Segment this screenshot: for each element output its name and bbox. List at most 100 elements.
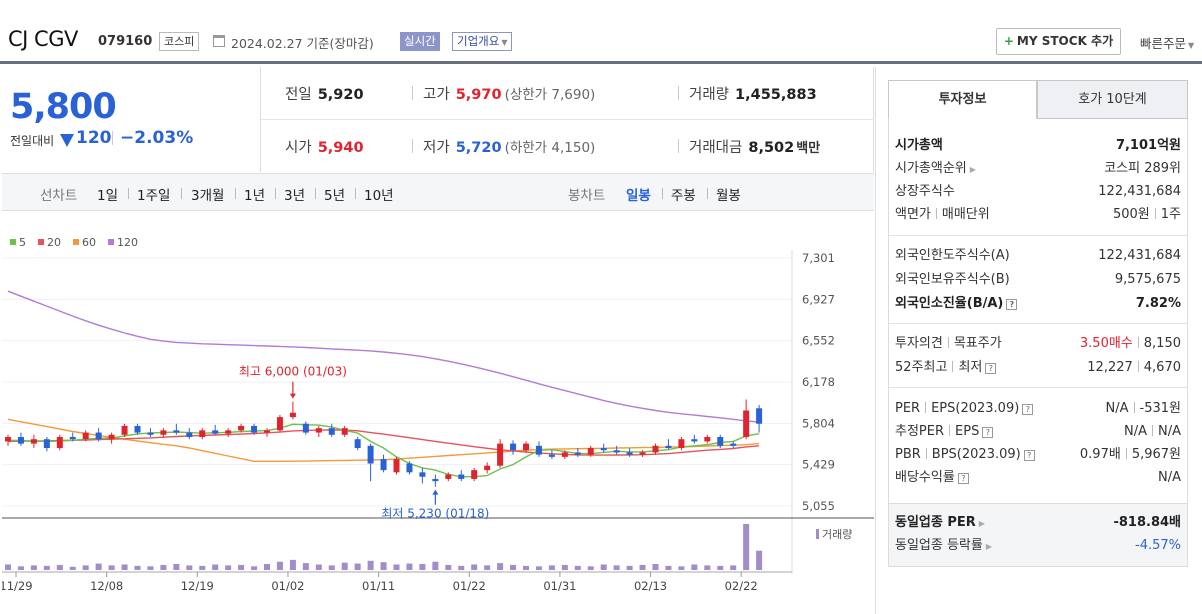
face-value-a: 500원: [1112, 207, 1150, 222]
market-cap-value: 7,101억원: [1115, 138, 1181, 153]
candle-body: [756, 408, 763, 424]
candle-body: [212, 430, 219, 434]
w52-value-b: 4,670: [1143, 360, 1181, 375]
arrow-right-icon: ▶: [978, 519, 985, 528]
est-per-label: 추정PER EPS?: [895, 421, 994, 443]
help-icon[interactable]: ?: [1023, 450, 1035, 461]
x-tick-label: 12/08: [90, 579, 123, 593]
volume-bar: [756, 550, 763, 570]
quick-order-dropdown[interactable]: 빠른주문 ▼: [1140, 33, 1194, 52]
period-5year[interactable]: 5년: [324, 188, 346, 204]
upper-limit: (상한가 7,690): [504, 87, 596, 103]
candle-body: [121, 425, 128, 435]
trade-value-label: 거래대금: [689, 140, 743, 156]
volume-bar: [510, 564, 517, 570]
company-overview-dropdown[interactable]: 기업개요 ▼: [452, 32, 513, 51]
row-pbr: PBR BPS(2023.09)? 0.97배 5,967원: [895, 444, 1181, 466]
trade-value: 거래대금 8,502 백만: [689, 136, 820, 157]
open-value: 5,940: [317, 140, 364, 156]
help-icon[interactable]: ?: [1022, 404, 1034, 415]
candle-monthly[interactable]: 월봉: [716, 188, 741, 204]
period-1week[interactable]: 1주일: [137, 188, 171, 204]
quick-order-label: 빠른주문: [1140, 36, 1187, 51]
row-dividend: 배당수익률? N/A: [895, 467, 1181, 489]
period-1day[interactable]: 1일: [97, 188, 119, 204]
period-1year[interactable]: 1년: [244, 188, 266, 204]
open-price: 시가 5,940: [285, 136, 364, 157]
market-badge: 코스피: [159, 32, 200, 51]
x-tick-label: 02/13: [634, 579, 667, 593]
chart-axis: 7,301 6,927 6,552 6,178 5,804 5,429 5,055: [2, 250, 874, 574]
row-industry-per: 동일업종 PER ▶ -818.84배: [895, 512, 1181, 534]
candle-weekly[interactable]: 주봉: [671, 188, 696, 204]
pbr-value-a: 0.97배: [1079, 447, 1121, 462]
candle-chart-label: 봉차트: [568, 188, 606, 204]
per-value-b: -531원: [1139, 401, 1181, 416]
market-cap-rank-label[interactable]: 시가총액순위 ▶: [895, 158, 976, 181]
period-10year[interactable]: 10년: [364, 188, 394, 204]
foreign-limit-label: 외국인한도주식수(A): [895, 248, 1010, 263]
candle-body: [691, 439, 698, 442]
base-date: 2024.02.27 기준(장마감): [231, 36, 374, 51]
volume-bar: [276, 561, 283, 570]
help-icon[interactable]: ?: [982, 427, 994, 438]
divider: [275, 188, 276, 199]
divider: [889, 387, 1187, 388]
legend-swatch-2: [73, 239, 79, 245]
candle-body: [341, 428, 348, 435]
help-icon[interactable]: ?: [985, 363, 997, 374]
volume-bar: [717, 565, 724, 570]
legend-label-1: 20: [47, 236, 61, 249]
period-3year[interactable]: 3년: [284, 188, 306, 204]
divider: [412, 139, 413, 153]
chart-legend: 5 20 60 120: [10, 236, 138, 249]
help-icon[interactable]: ?: [957, 473, 969, 484]
per-label-a: PER: [895, 401, 921, 416]
tab-investment-info[interactable]: 투자정보: [888, 80, 1037, 119]
industry-rate-label[interactable]: 동일업종 등락률 ▶: [895, 535, 992, 558]
volume-bar: [600, 564, 607, 570]
candlestick-chart-svg[interactable]: 5 20 60 120 7,301 6,927 6,552 6,178 5,804 5,429 5…: [0, 212, 874, 614]
chart-period-bar: 선차트 1일 1주일 3개월 1년 3년 5년 10년 봉차트 일봉 주봉 월봉: [2, 173, 874, 211]
volume-bar: [264, 564, 270, 570]
x-tick-label: 01/02: [271, 579, 304, 593]
caret-down-icon: ▼: [501, 38, 508, 47]
high-label: 고가: [423, 87, 450, 103]
volume-bar: [160, 564, 167, 570]
volume: 거래량 1,455,883: [689, 83, 817, 104]
volume-bar: [328, 565, 335, 570]
lower-limit: (하한가 4,150): [504, 140, 596, 156]
period-3month[interactable]: 3개월: [191, 188, 225, 204]
x-tick-label: 11/29: [2, 579, 33, 593]
candle-daily[interactable]: 일봉: [626, 188, 651, 204]
w52-value-a: 12,227: [1087, 360, 1133, 375]
stock-code: 079160: [98, 34, 153, 49]
add-my-stock-button[interactable]: + MY STOCK 추가: [996, 28, 1121, 55]
candles: [5, 399, 763, 487]
divider: [112, 131, 113, 145]
help-icon[interactable]: ?: [1006, 299, 1018, 310]
volume-bar: [393, 564, 400, 570]
candle-body: [69, 436, 76, 440]
volume-bar: [471, 564, 478, 570]
candle-body: [289, 412, 296, 418]
divider: [412, 86, 413, 100]
volume-bar: [484, 565, 491, 570]
open-label: 시가: [285, 140, 312, 156]
price-chart[interactable]: 5 20 60 120 7,301 6,927 6,552 6,178 5,804 5,429 5…: [0, 212, 874, 614]
tab-order-book[interactable]: 호가 10단계: [1037, 80, 1188, 119]
divider: [949, 425, 951, 436]
x-tick-label: 01/31: [543, 579, 576, 593]
volume-bar: [212, 564, 219, 570]
add-my-stock-label: MY STOCK 추가: [1016, 34, 1114, 48]
realtime-button[interactable]: 실시간: [400, 32, 440, 51]
volume-bar: [95, 563, 102, 570]
foreign-hold-label: 외국인보유주식수(B): [895, 272, 1010, 287]
divider: [260, 67, 261, 172]
volume-bar: [341, 562, 348, 570]
candle-body: [315, 428, 322, 433]
pbr-values: 0.97배 5,967원: [1080, 444, 1181, 466]
foreign-limit-value: 122,431,684: [1098, 248, 1181, 263]
industry-per-label[interactable]: 동일업종 PER ▶: [895, 512, 985, 535]
candle-body: [561, 452, 568, 457]
